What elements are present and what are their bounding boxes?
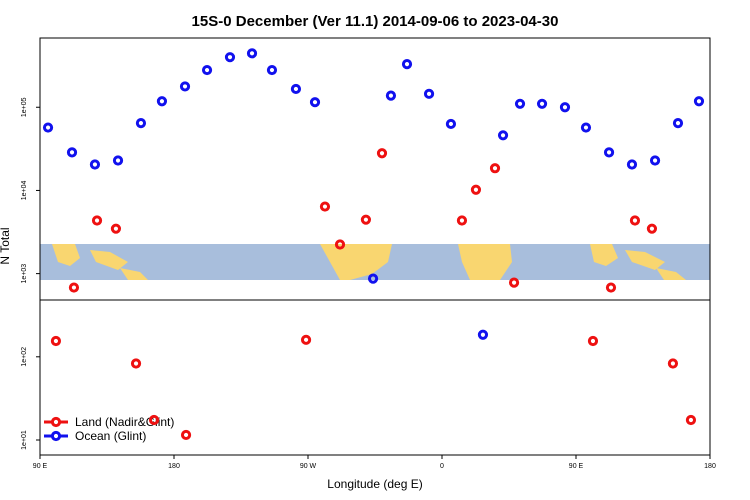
chart-title: 15S-0 December (Ver 11.1) 2014-09-06 to … bbox=[192, 13, 559, 30]
point bbox=[367, 273, 379, 284]
plot-frame bbox=[39, 37, 711, 456]
point bbox=[135, 117, 147, 129]
x-tick-label: 90 W bbox=[300, 463, 317, 470]
y-tick-label: 1e+03 bbox=[21, 264, 28, 284]
point bbox=[603, 147, 615, 158]
point bbox=[290, 83, 302, 95]
legend-label: Ocean (Glint) bbox=[75, 429, 146, 443]
point bbox=[580, 122, 592, 133]
point bbox=[42, 122, 54, 133]
point bbox=[66, 147, 78, 158]
point bbox=[667, 358, 679, 369]
x-tick-label: 180 bbox=[168, 463, 180, 470]
point bbox=[110, 223, 122, 234]
legend-label: Land (Nadir&Glint) bbox=[75, 415, 174, 429]
y-tick-label: 1e+04 bbox=[21, 181, 28, 201]
point bbox=[180, 429, 192, 441]
y-tick-label: 1e+01 bbox=[21, 430, 28, 450]
point bbox=[266, 64, 278, 76]
point bbox=[401, 59, 413, 70]
point bbox=[300, 334, 312, 345]
legend-marker bbox=[50, 430, 62, 442]
point bbox=[685, 414, 697, 426]
point bbox=[477, 329, 489, 340]
point bbox=[423, 88, 435, 99]
point bbox=[179, 81, 191, 92]
point bbox=[445, 118, 457, 130]
point bbox=[50, 335, 62, 347]
point bbox=[112, 155, 124, 166]
point bbox=[130, 358, 142, 369]
x-tick-label: 90 E bbox=[33, 463, 48, 470]
x-tick-label: 0 bbox=[440, 463, 444, 470]
point bbox=[246, 48, 258, 59]
point bbox=[319, 201, 331, 212]
point bbox=[508, 277, 520, 288]
legend: Land (Nadir&Glint)Ocean (Glint) bbox=[44, 415, 174, 443]
point bbox=[309, 97, 321, 108]
point bbox=[148, 414, 160, 426]
point bbox=[559, 102, 571, 113]
y-tick-label: 1e+05 bbox=[21, 97, 28, 117]
point bbox=[334, 239, 346, 250]
point bbox=[456, 215, 468, 226]
legend-marker bbox=[50, 416, 62, 428]
point bbox=[605, 282, 617, 293]
y-tick-label: 1e+02 bbox=[21, 347, 28, 367]
point bbox=[514, 98, 526, 109]
x-tick-label: 90 E bbox=[569, 463, 584, 470]
point bbox=[497, 130, 509, 141]
point bbox=[489, 163, 501, 174]
x-axis-label: Longitude (deg E) bbox=[327, 477, 422, 491]
point bbox=[626, 159, 638, 170]
point bbox=[646, 223, 658, 234]
y-axis-label: N Total bbox=[0, 227, 12, 264]
point bbox=[201, 64, 213, 76]
point bbox=[693, 96, 705, 107]
point bbox=[360, 214, 372, 225]
point bbox=[629, 215, 641, 226]
point bbox=[89, 159, 101, 170]
point bbox=[91, 215, 103, 226]
point bbox=[649, 155, 661, 166]
point bbox=[587, 335, 599, 347]
point bbox=[224, 52, 236, 63]
point bbox=[376, 148, 388, 159]
point bbox=[156, 96, 168, 107]
point bbox=[536, 98, 548, 109]
point bbox=[68, 282, 80, 293]
x-tick-label: 180 bbox=[704, 463, 716, 470]
point bbox=[470, 184, 482, 195]
point bbox=[672, 117, 684, 129]
point bbox=[385, 90, 397, 101]
